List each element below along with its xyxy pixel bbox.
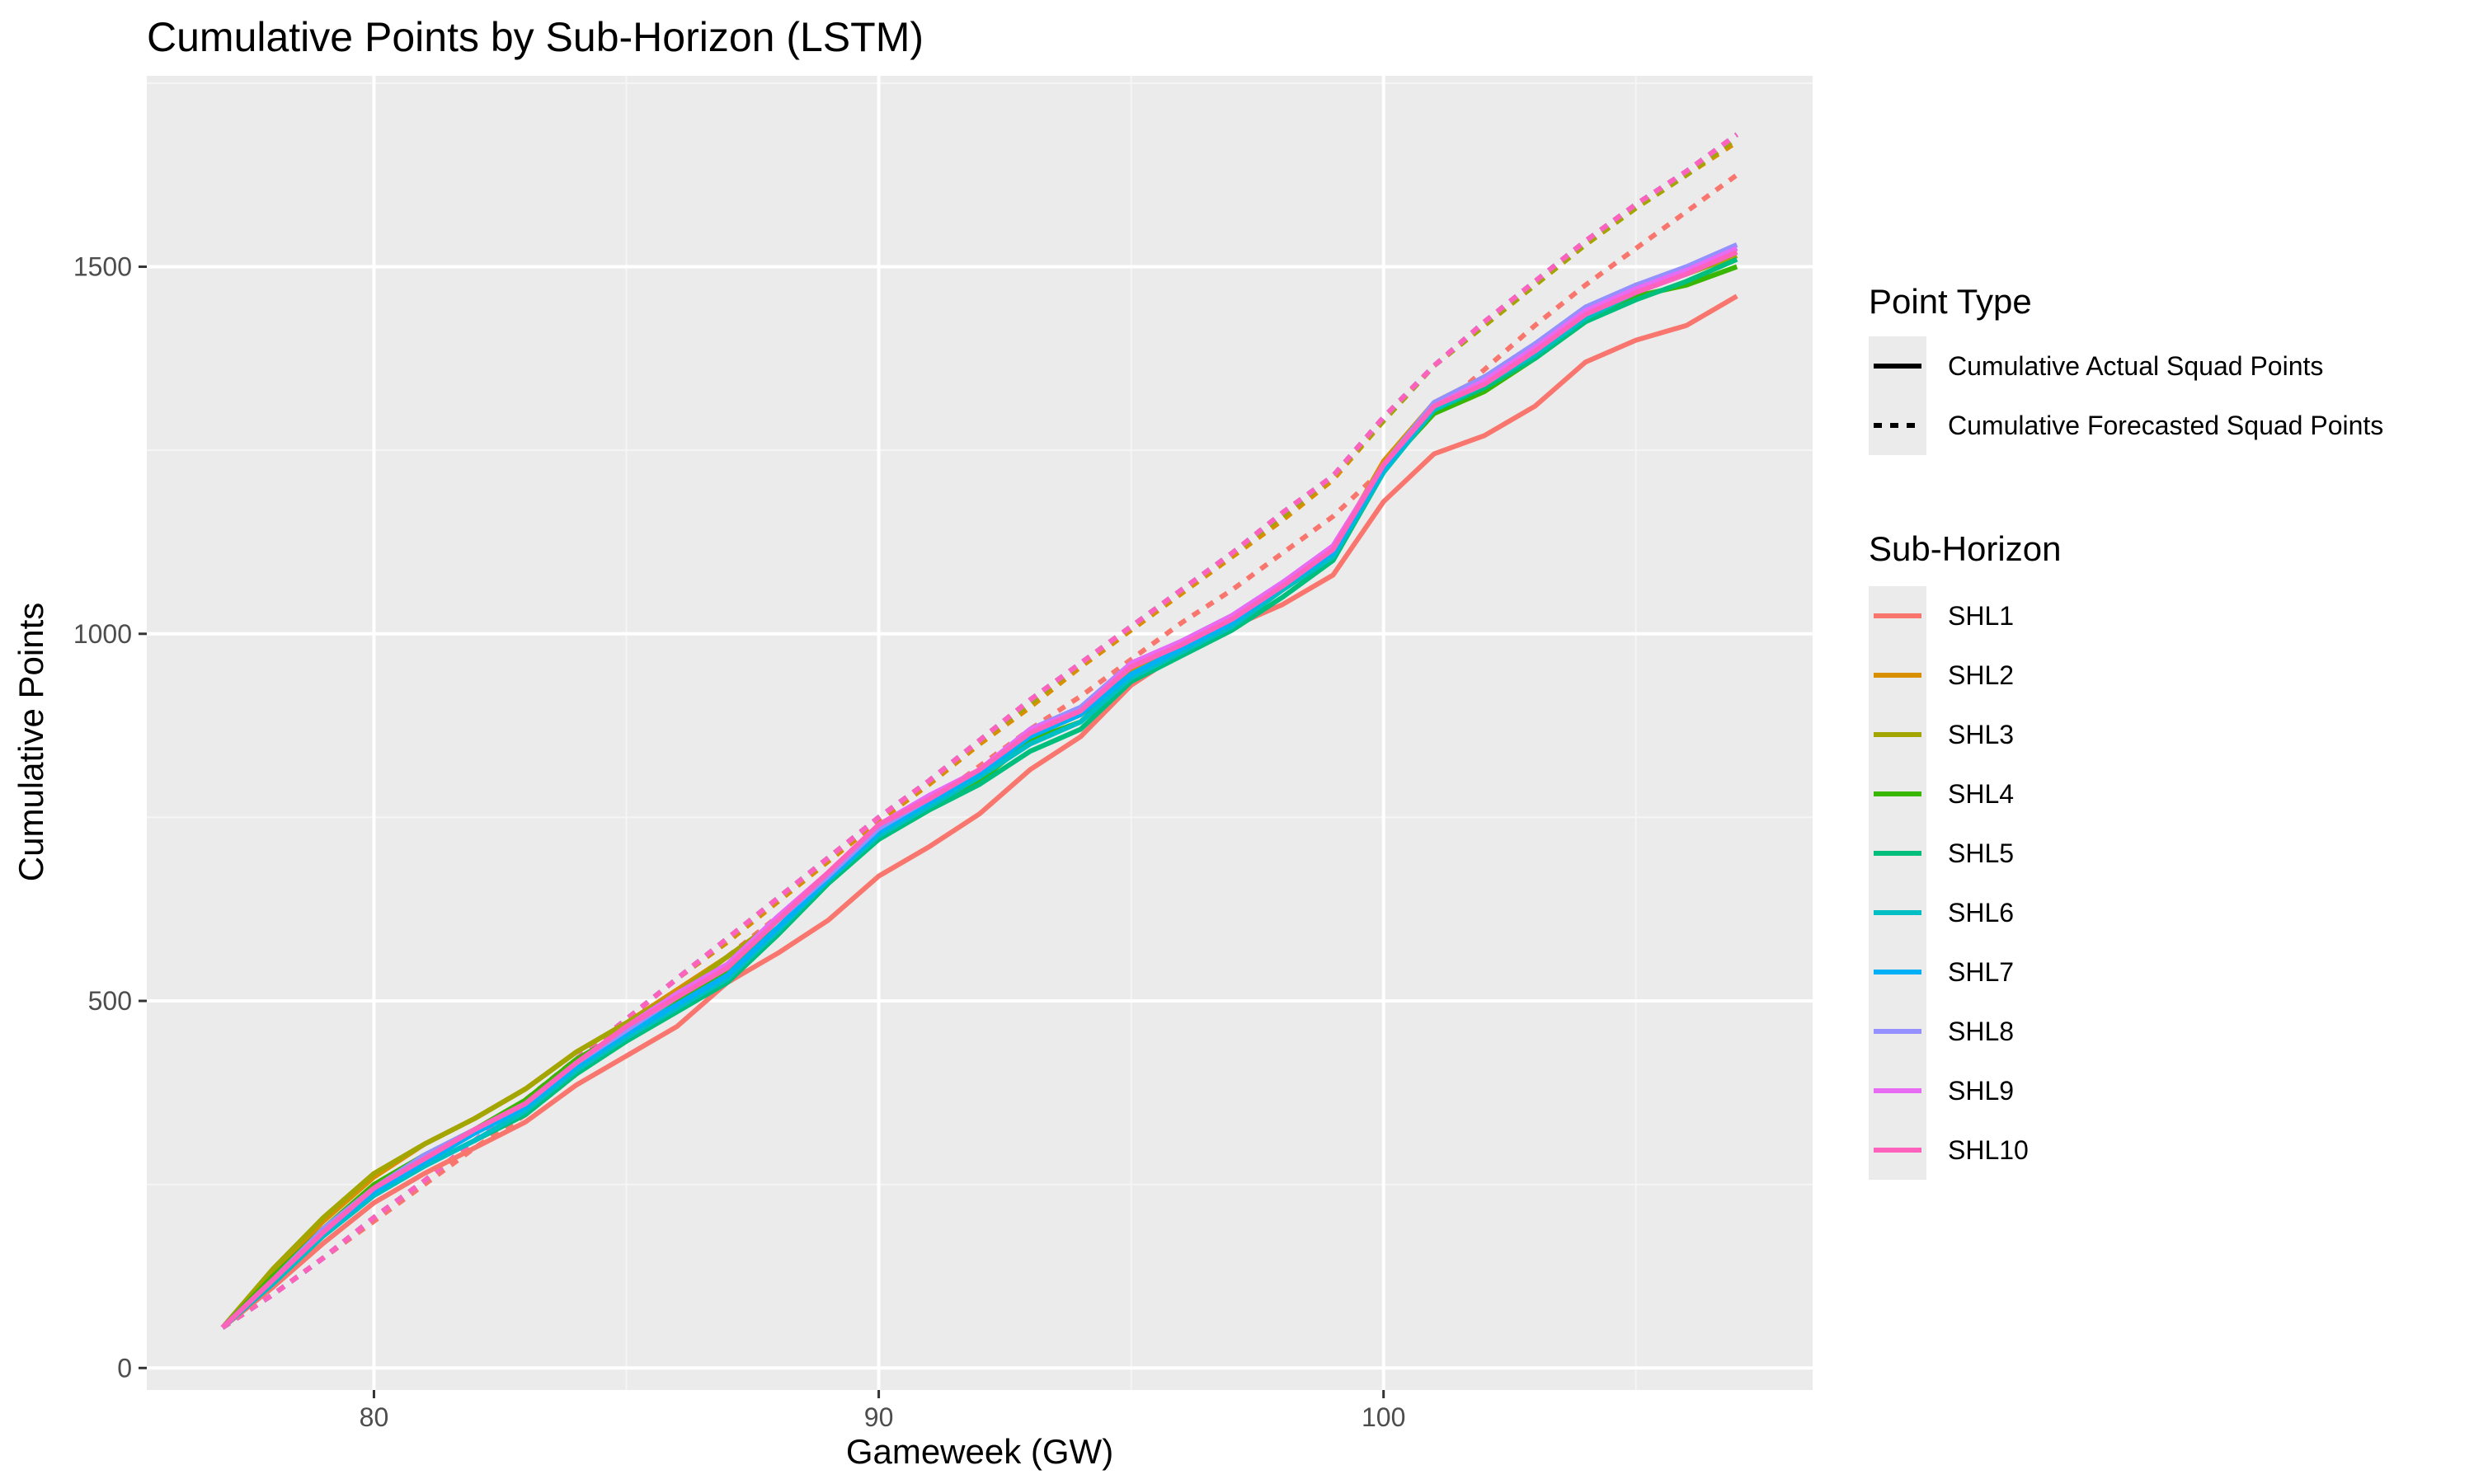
series-actual-shl10 [220,249,1738,1330]
x-tick-label: 90 [864,1402,894,1432]
y-tick-label: 1500 [73,252,132,282]
legend-title-sub-horizon: Sub-Horizon [1869,529,2061,568]
legend-label-point-type: Cumulative Actual Squad Points [1948,351,2323,381]
grid-lines [147,76,1813,1390]
legend-label-shl8: SHL8 [1948,1017,2014,1046]
x-tick-label: 80 [360,1402,389,1432]
x-tick-label: 100 [1362,1402,1405,1432]
legend-label-shl4: SHL4 [1948,779,2014,809]
legend-title-point-type: Point Type [1869,282,2032,321]
series-forecast-shl1 [221,172,1738,1330]
chart-title: Cumulative Points by Sub-Horizon (LSTM) [147,14,924,60]
x-axis-title: Gameweek (GW) [846,1432,1113,1471]
legend-label-shl10: SHL10 [1948,1135,2029,1165]
legend-label-shl3: SHL3 [1948,720,2014,749]
y-tick-label: 500 [88,986,132,1016]
y-tick-label: 1000 [73,619,132,649]
series-actual-shl1 [220,294,1738,1330]
legend-label-shl6: SHL6 [1948,898,2014,928]
legend-label-shl2: SHL2 [1948,660,2014,690]
legend-label-point-type: Cumulative Forecasted Squad Points [1948,411,2383,440]
legend-label-shl5: SHL5 [1948,838,2014,868]
legend-label-shl9: SHL9 [1948,1076,2014,1106]
series-lines [220,132,1738,1330]
panel-background [147,76,1813,1390]
legend: Point Type Cumulative Actual Squad Points… [1869,282,2383,1180]
plot-panel [147,76,1813,1390]
y-axis-title: Cumulative Points [12,603,50,881]
legend-label-shl1: SHL1 [1948,601,2014,631]
y-tick-label: 0 [117,1353,132,1383]
legend-label-shl7: SHL7 [1948,957,2014,987]
